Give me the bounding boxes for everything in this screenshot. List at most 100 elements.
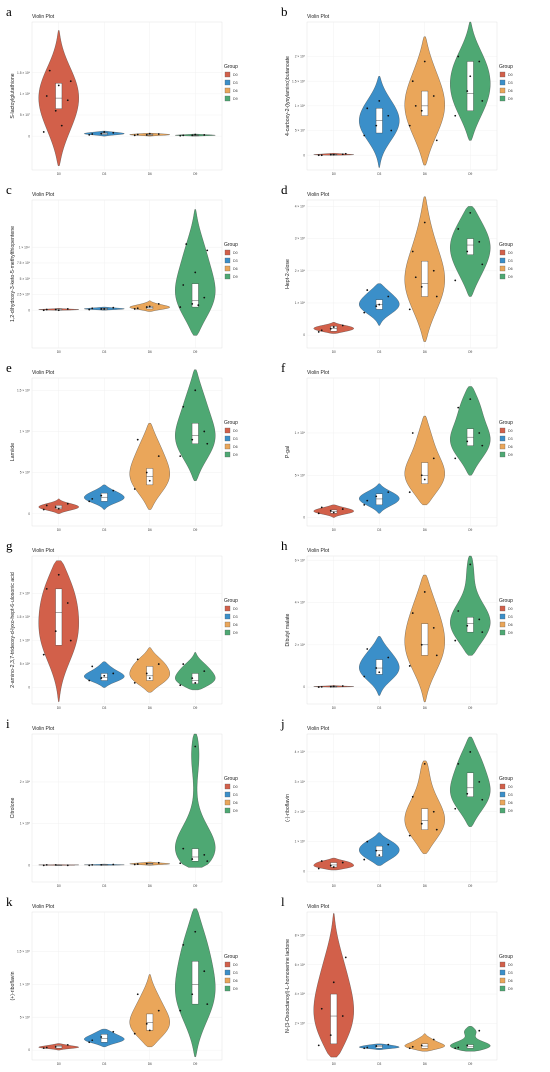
data-point <box>466 90 469 92</box>
plot-title: Violin Plot <box>32 726 55 732</box>
data-point <box>435 654 438 657</box>
data-point <box>185 243 188 245</box>
legend-swatch-D3 <box>224 613 231 620</box>
violin-D6 <box>404 1033 445 1052</box>
data-point <box>57 573 60 576</box>
violin-chart-b: b Violin Plot 0 5 × 10⁷ 1 × 10⁸ 1.5 × 10⁸ 2 × … <box>281 4 513 176</box>
data-point <box>191 438 194 441</box>
legend-label-D3: D3 <box>233 615 238 619</box>
data-point <box>414 104 417 107</box>
legend-label-D0: D0 <box>508 963 513 967</box>
data-point <box>112 672 115 675</box>
y-axis-label: 4-carboxy-2-(lysylamino)butanoate <box>285 56 291 136</box>
y-axis-label: Hept-2-ulose <box>285 259 291 289</box>
plot-title: Violin Plot <box>307 14 330 20</box>
data-point <box>148 1029 151 1032</box>
data-point <box>182 405 185 408</box>
data-point <box>54 1045 57 1048</box>
data-point <box>112 863 115 866</box>
data-point <box>54 506 57 508</box>
y-tick-label: 1 × 10¹⁰ <box>19 245 31 249</box>
data-point <box>45 587 48 590</box>
data-point <box>329 153 332 156</box>
data-point <box>423 478 426 481</box>
legend-label-D6: D6 <box>508 89 513 93</box>
data-point <box>320 154 323 157</box>
violin-D9 <box>450 1026 491 1052</box>
data-point <box>387 843 390 846</box>
data-point <box>60 124 63 127</box>
legend-swatch-D9 <box>499 985 506 992</box>
violin-chart-g: g Violin Plot 0 5 × 10⁸ 1 × 10⁹ 1.5 × 10⁹ 2 × … <box>6 538 238 710</box>
x-tick-label: D0 <box>332 350 336 354</box>
x-tick-label: D3 <box>377 706 381 710</box>
data-point <box>457 55 460 58</box>
data-point <box>191 677 194 680</box>
legend-label-D9: D9 <box>508 631 513 635</box>
data-point <box>457 228 460 230</box>
y-tick-label: 5 × 10⁹ <box>20 277 31 281</box>
data-point <box>191 303 194 305</box>
box-D9 <box>466 772 474 797</box>
x-tick-label: D6 <box>148 1062 152 1066</box>
legend-swatch-D6 <box>224 977 231 984</box>
x-tick-label: D9 <box>468 1062 472 1066</box>
legend-label-D0: D0 <box>233 429 238 433</box>
data-point <box>197 304 200 307</box>
data-point <box>366 289 369 291</box>
data-point <box>457 406 460 409</box>
x-tick-label: D9 <box>468 172 472 176</box>
panel-j: j Violin Plot 0 1 × 10⁹ 2 × 10⁹ 3 × 10⁹ 4 × 10… <box>275 712 550 890</box>
box-D9 <box>191 961 199 1005</box>
legend-swatch-D6 <box>499 621 506 628</box>
data-point <box>375 667 378 669</box>
data-point <box>145 862 148 865</box>
legend-swatch-D0 <box>499 783 506 790</box>
data-point <box>179 1009 182 1012</box>
y-tick-label: 1.5 × 10⁹ <box>17 388 31 392</box>
x-tick-label: D0 <box>57 350 61 354</box>
data-point <box>45 864 48 866</box>
box-D9 <box>191 283 199 308</box>
data-point <box>478 432 481 434</box>
data-point <box>411 612 414 614</box>
data-point <box>157 861 160 864</box>
legend-label-D0: D0 <box>233 607 238 611</box>
legend-swatch-D6 <box>499 443 506 450</box>
data-point <box>481 798 484 801</box>
data-point <box>454 457 457 460</box>
panel-letter: a <box>6 4 12 19</box>
y-tick-label: 6 × 10⁸ <box>295 558 306 562</box>
data-point <box>363 311 366 314</box>
violin-D6 <box>129 423 170 510</box>
legend-swatch-D3 <box>224 969 231 976</box>
data-point <box>332 511 335 514</box>
box-D0 <box>55 83 63 109</box>
data-point <box>469 563 472 566</box>
data-point <box>378 671 381 674</box>
data-point <box>411 80 414 83</box>
data-point <box>454 639 457 642</box>
legend-label-D9: D9 <box>233 987 238 991</box>
data-point <box>478 780 481 783</box>
data-point <box>432 810 435 813</box>
legend-swatch-D9 <box>224 807 231 814</box>
data-point <box>45 1046 48 1049</box>
legend-title: Group <box>499 954 513 960</box>
data-point <box>378 100 381 102</box>
data-point <box>136 658 139 661</box>
y-tick-label: 0 <box>303 870 305 874</box>
legend-label-D3: D3 <box>508 81 513 85</box>
legend-swatch-D3 <box>224 79 231 86</box>
y-tick-label: 5 × 10⁸ <box>20 1015 31 1019</box>
data-point <box>88 864 91 867</box>
data-point <box>341 685 344 687</box>
box-D6 <box>146 1013 154 1031</box>
data-point <box>194 389 197 392</box>
y-tick-label: 2 × 10⁹ <box>295 810 306 814</box>
y-axis-label: (+)-riboflavin <box>10 971 16 1000</box>
data-point <box>317 1044 320 1047</box>
data-point <box>45 504 48 507</box>
y-tick-label: 4 × 10⁸ <box>295 205 306 209</box>
data-point <box>194 930 197 933</box>
